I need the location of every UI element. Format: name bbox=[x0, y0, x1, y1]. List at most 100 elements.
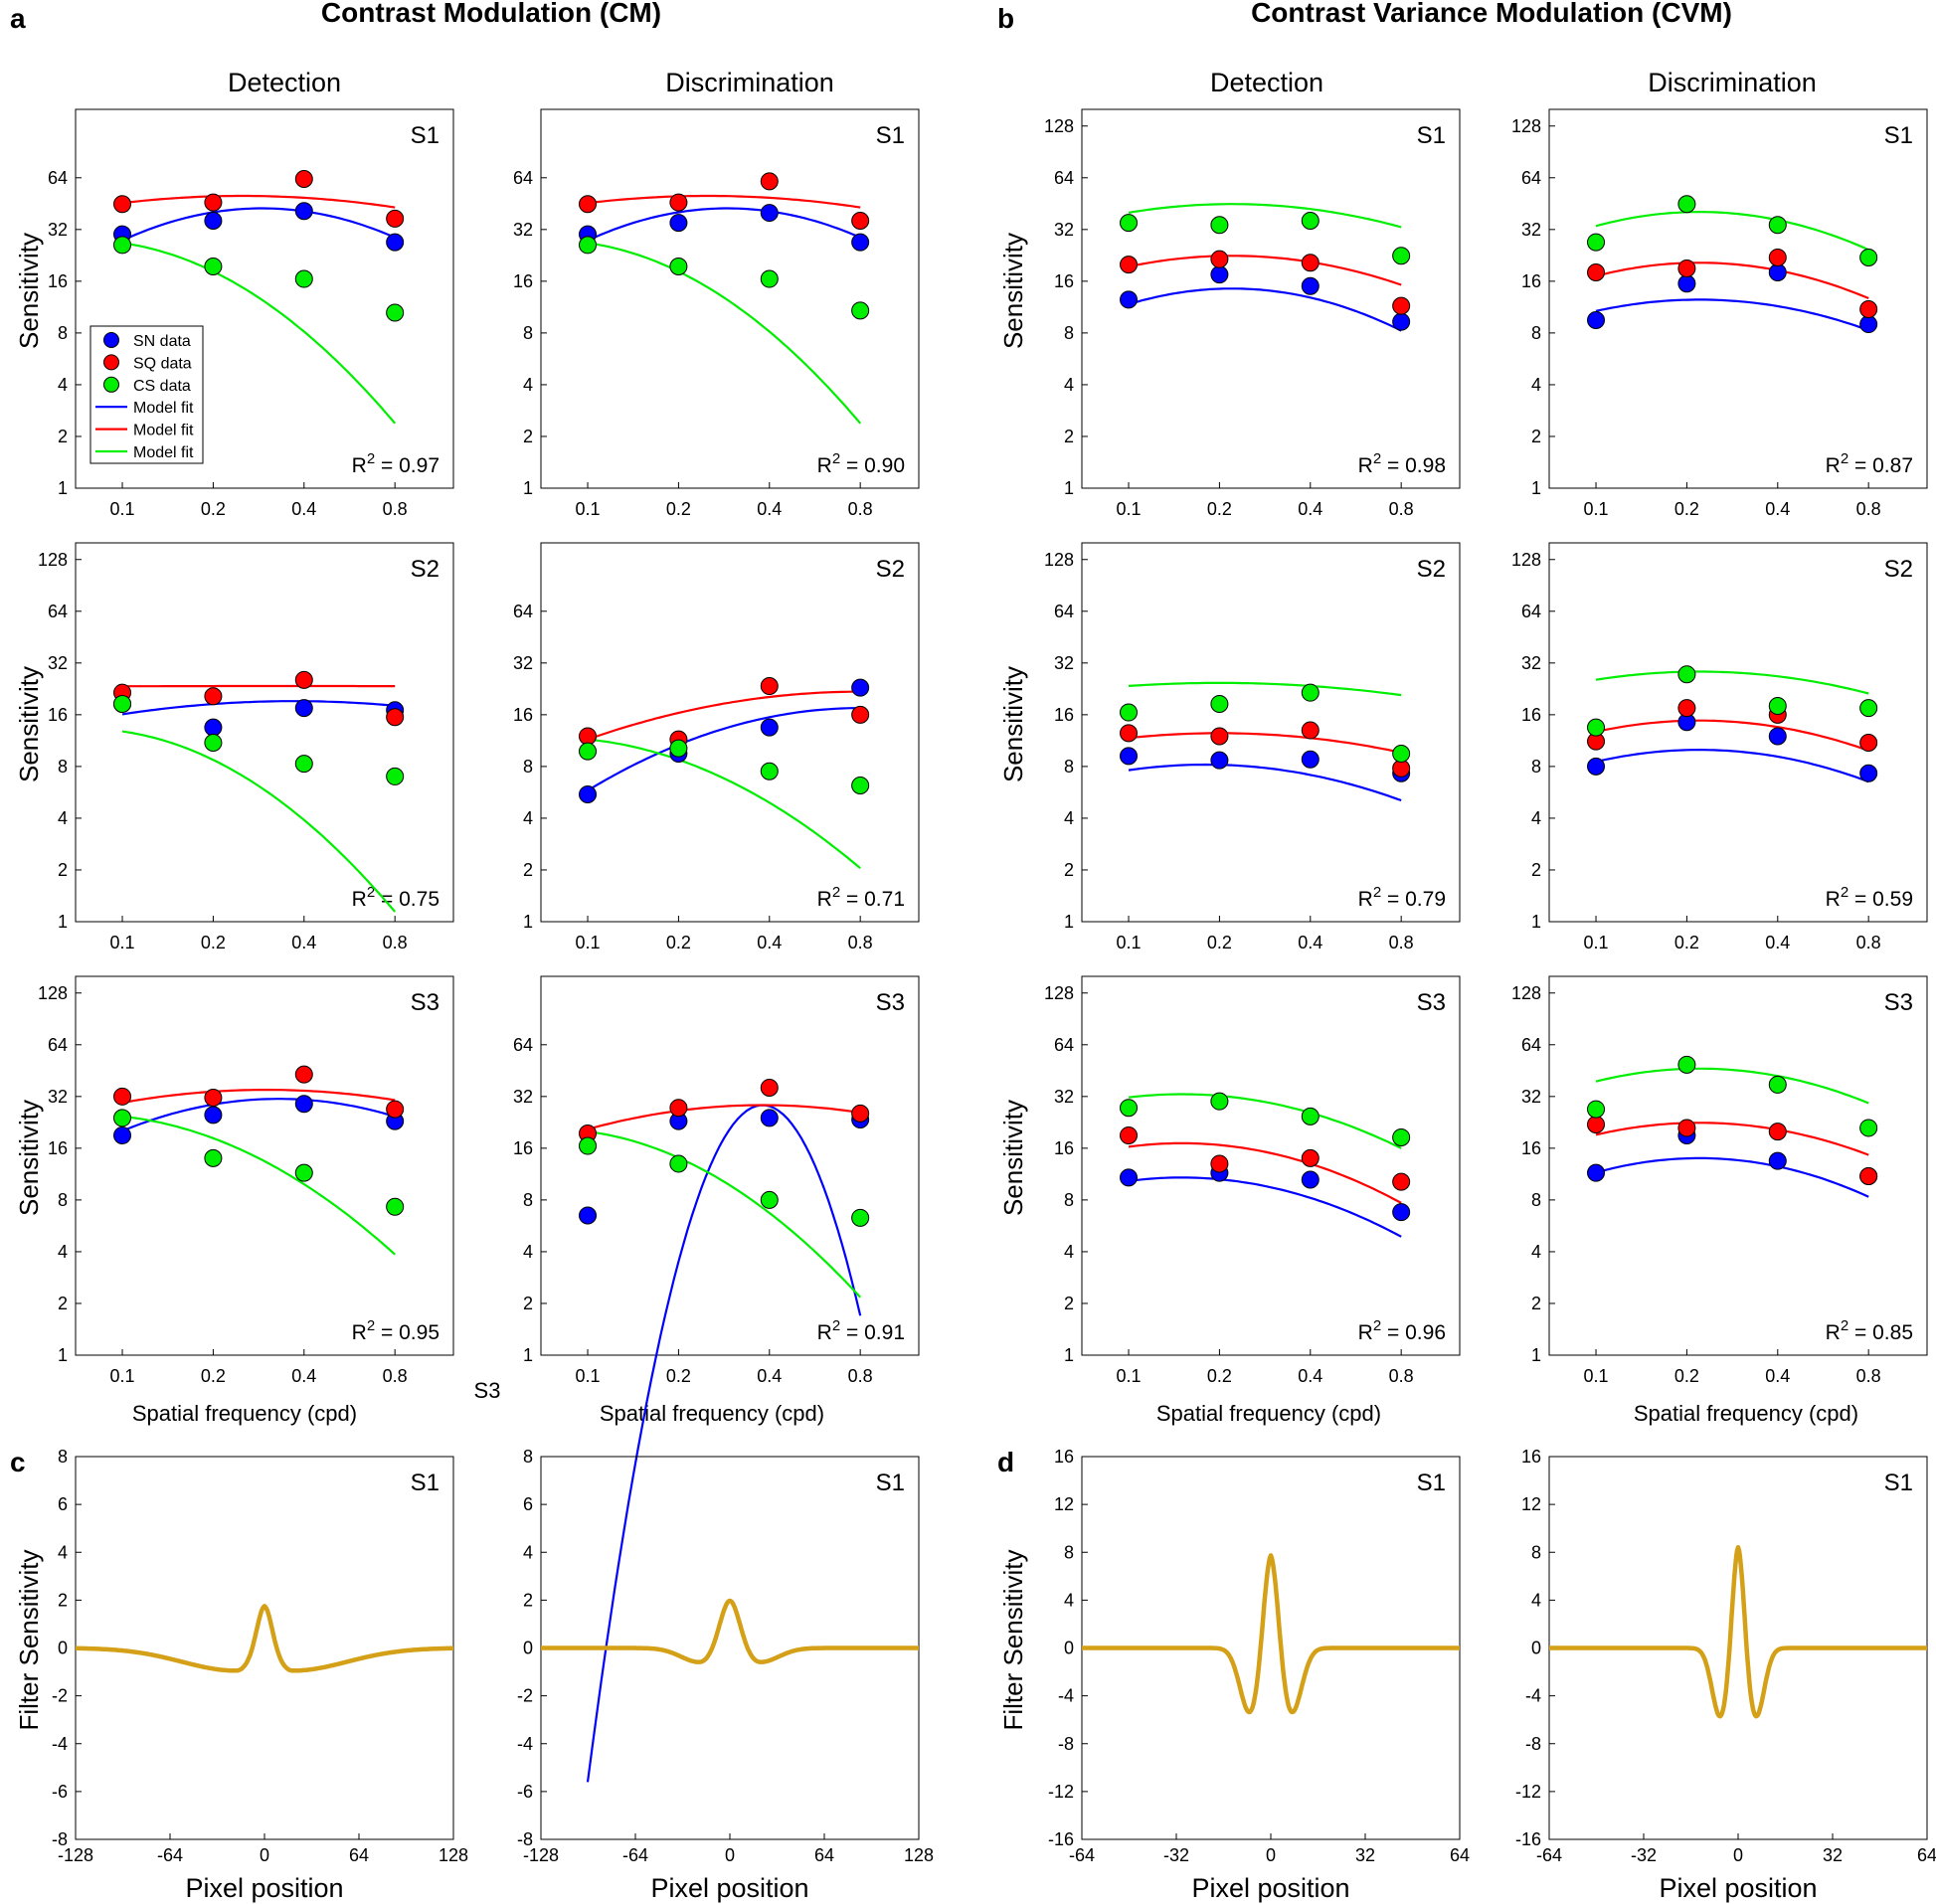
cm-dis-s2-sq-point bbox=[851, 705, 870, 724]
cvm-dis-filter-xtick-label: 32 bbox=[1823, 1845, 1843, 1865]
cm-dis-s1-ytick-label: 16 bbox=[513, 271, 533, 291]
cm-dis-s1-ytick-label: 2 bbox=[523, 427, 533, 446]
cm-dis-s2-sn-point bbox=[760, 718, 779, 737]
cm-dis-s2-ytick-label: 16 bbox=[513, 705, 533, 725]
cvm-dis-s1-sq-point bbox=[1768, 248, 1787, 266]
cvm-det-s1-ytick-label: 1 bbox=[1064, 478, 1074, 498]
cvm-det-s1-ytick-label: 2 bbox=[1064, 427, 1074, 446]
cm-det-s3-cs-point bbox=[204, 1148, 223, 1167]
cm-dis-s2-cs-point bbox=[669, 739, 688, 758]
cm-det-s1-ytick-label: 32 bbox=[48, 220, 68, 240]
cm-det-s2-cs-point bbox=[113, 694, 132, 713]
cm-det-s2-sn-fit-line bbox=[121, 700, 396, 716]
cm-det-s1-ytick-label: 64 bbox=[48, 168, 68, 188]
cm-dis-s1-sq-point bbox=[579, 195, 598, 214]
cm-dis-s2-cs-fit-line bbox=[587, 738, 861, 870]
sensitivity-ylabel: Sensitivity bbox=[998, 666, 1028, 782]
cvm-det-s2-xtick-label: 0.2 bbox=[1207, 933, 1232, 952]
cvm-det-s1-frame bbox=[1081, 108, 1461, 489]
cm-dis-s2-xtick-label: 0.8 bbox=[848, 933, 873, 952]
cm-dis-s3-sn-point bbox=[760, 1109, 779, 1127]
cvm-dis-filter-ytick-label: -16 bbox=[1515, 1829, 1541, 1849]
cvm-det-s3-cs-fit-line bbox=[1128, 1093, 1402, 1149]
sensitivity-ylabel: Sensitivity bbox=[14, 1100, 44, 1216]
cvm-dis-s2-ytick-label: 32 bbox=[1521, 653, 1541, 673]
cm-det-s1-xtick-label: 0.4 bbox=[291, 499, 316, 519]
cvm-dis-s2-ytick-label: 128 bbox=[1511, 550, 1541, 570]
cm-dis-s1-ytick-label: 1 bbox=[523, 478, 533, 498]
cm-det-filter-frame bbox=[75, 1456, 454, 1840]
cm-det-filter-xtick-label: 0 bbox=[260, 1845, 269, 1865]
cvm-dis-s2-cs-point bbox=[1768, 697, 1787, 716]
legend-box bbox=[89, 325, 204, 464]
cm-dis-s3-frame bbox=[540, 975, 920, 1356]
cm-dis-s2-xtick-label: 0.4 bbox=[757, 933, 782, 952]
cm-det-s3-ytick-label: 16 bbox=[48, 1138, 68, 1158]
cvm-det-s2-sq-fit-line bbox=[1128, 732, 1402, 754]
cvm-dis-s1-cs-point bbox=[1768, 216, 1787, 235]
cm-det-s1-xtick-label: 0.2 bbox=[201, 499, 226, 519]
cm-det-s3-ytick-label: 1 bbox=[58, 1345, 68, 1365]
cm-dis-s3-sq-point bbox=[669, 1099, 688, 1118]
cvm-dis-s1-panel: 1 2 4 8 16 32 64 128 0.1 0.2 0.4 0.8 S1 R2 = 0.87 bbox=[1511, 108, 1928, 519]
cvm-det-s1-sq-point bbox=[1120, 256, 1139, 274]
cvm-dis-filter-subject-label: S1 bbox=[1884, 1470, 1913, 1496]
cm-det-filter-ytick-label: 6 bbox=[58, 1494, 68, 1514]
cvm-det-s3-sn-point bbox=[1120, 1168, 1139, 1187]
cm-det-filter-ytick-label: 0 bbox=[58, 1639, 68, 1658]
cvm-det-s2-subject-label: S2 bbox=[1417, 556, 1446, 583]
cvm-dis-s2-xtick-label: 0.2 bbox=[1674, 933, 1699, 952]
cm-dis-filter-ytick-label: 0 bbox=[523, 1639, 533, 1658]
cm-dis-s1-sn-point bbox=[851, 233, 870, 252]
cvm-dis-filter-ytick-label: -4 bbox=[1525, 1686, 1541, 1706]
cvm-det-s1-subject-label: S1 bbox=[1417, 122, 1446, 149]
cvm-det-s1-cs-fit-line bbox=[1128, 203, 1402, 229]
cm-det-s2-cs-point bbox=[294, 755, 313, 774]
cvm-det-s1-sq-point bbox=[1301, 254, 1320, 272]
panel-letter-c: c bbox=[10, 1447, 26, 1477]
cm-dis-s2-cs-point bbox=[760, 762, 779, 780]
cvm-det-s2-sn-point bbox=[1210, 751, 1229, 770]
cvm-det-s3-ytick-label: 64 bbox=[1054, 1035, 1074, 1055]
cvm-det-s2-sn-point bbox=[1120, 747, 1139, 766]
cm-dis-s3-sn-point bbox=[579, 1206, 598, 1225]
cvm-det-s2-ytick-label: 4 bbox=[1064, 808, 1074, 828]
cm-det-s3-sn-point bbox=[204, 1106, 223, 1125]
cm-det-s1-ytick-label: 2 bbox=[58, 427, 68, 446]
cm-dis-s3-cs-point bbox=[851, 1208, 870, 1227]
spatial-xlabel-3: Spatial frequency (cpd) bbox=[1156, 1401, 1381, 1426]
cvm-dis-filter-xtick-label: 0 bbox=[1733, 1845, 1743, 1865]
cm-det-s3-cs-point bbox=[113, 1109, 132, 1127]
cm-det-s2-sq-point bbox=[294, 670, 313, 689]
cm-det-filter-xtick-label: -64 bbox=[157, 1845, 183, 1865]
cvm-dis-s1-sn-point bbox=[1587, 310, 1606, 329]
cvm-dis-s2-sn-point bbox=[1859, 764, 1878, 782]
cm-dis-s1-sq-point bbox=[669, 193, 688, 212]
cvm-dis-s1-ytick-label: 4 bbox=[1531, 375, 1541, 395]
cvm-dis-s1-ytick-label: 1 bbox=[1531, 478, 1541, 498]
cm-dis-s2-r2-label: R2 = 0.71 bbox=[817, 884, 905, 911]
cm-det-filter-xlabel: Pixel position bbox=[185, 1873, 343, 1903]
cm-det-filter-xtick-label: 128 bbox=[439, 1845, 468, 1865]
cvm-det-s3-ytick-label: 32 bbox=[1054, 1087, 1074, 1107]
cvm-det-s3-sq-fit-line bbox=[1128, 1141, 1402, 1204]
cm-dis-s1-sq-point bbox=[851, 211, 870, 230]
cm-dis-s3-sn-fit-line bbox=[586, 1104, 862, 1783]
cm-dis-s1-xtick-label: 0.1 bbox=[576, 499, 601, 519]
cm-det-filter-subject-label: S1 bbox=[411, 1470, 440, 1496]
cm-det-s1-ytick-label: 8 bbox=[58, 323, 68, 343]
cm-det-s3-sn-point bbox=[113, 1125, 132, 1144]
cm-det-s3-sn-point bbox=[294, 1095, 313, 1114]
cvm-det-s3-xtick-label: 0.1 bbox=[1117, 1366, 1142, 1386]
cvm-dis-s3-ytick-label: 4 bbox=[1531, 1242, 1541, 1262]
cm-dis-filter-ytick-label: 2 bbox=[523, 1590, 533, 1610]
cm-det-s2-xtick-label: 0.2 bbox=[201, 933, 226, 952]
cm-dis-s2-xtick-label: 0.2 bbox=[666, 933, 691, 952]
cm-det-s3-xtick-label: 0.2 bbox=[201, 1366, 226, 1386]
cvm-det-s2-cs-fit-line bbox=[1128, 681, 1402, 697]
cvm-det-s3-cs-point bbox=[1120, 1099, 1139, 1118]
cm-det-filter-ytick-label: -8 bbox=[52, 1829, 68, 1849]
cm-det-s1-ytick-label: 1 bbox=[58, 478, 68, 498]
stray-s3-label: S3 bbox=[474, 1378, 501, 1403]
filter-sensitivity-ylabel: Filter Sensitivity bbox=[998, 1549, 1028, 1730]
